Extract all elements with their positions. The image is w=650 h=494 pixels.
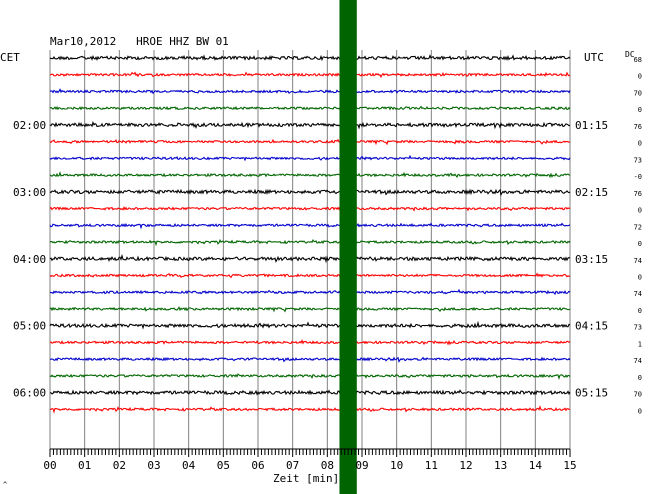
dc-offset-value: 73 — [634, 156, 642, 164]
dc-offset-value: 0 — [638, 307, 642, 315]
x-tick-label: 02 — [113, 459, 126, 472]
dc-offset-value: 72 — [634, 223, 642, 231]
left-hour-label: 06:00 — [13, 387, 46, 400]
trace-row-1 — [49, 54, 571, 62]
x-tick-label: 14 — [529, 459, 543, 472]
trace-row-20 — [49, 373, 571, 380]
trace-row-22 — [49, 405, 571, 414]
trace-row-8 — [49, 171, 571, 179]
trace-row-13 — [49, 253, 571, 264]
traces-layer — [49, 0, 571, 494]
labels-layer: 02:00 03:00 04:00 05:00 06:00 01:15 02:15 03:15… — [13, 56, 642, 415]
left-hour-label: 02:00 — [13, 119, 46, 132]
dc-offset-value: 0 — [638, 106, 642, 114]
right-hour-label: 05:15 — [575, 387, 608, 400]
x-tick-label: 13 — [494, 459, 507, 472]
right-hour-label: 01:15 — [575, 119, 608, 132]
right-hour-label: 03:15 — [575, 253, 608, 266]
corner-mark: ^ — [3, 481, 7, 489]
dc-offset-value: 0 — [638, 73, 642, 81]
x-tick-label: 03 — [147, 459, 160, 472]
right-hour-label: 04:15 — [575, 320, 608, 333]
dc-offset-value: 68 — [634, 56, 642, 64]
x-tick-label: 06 — [251, 459, 264, 472]
trace-row-6 — [49, 138, 571, 146]
right-hour-label: 02:15 — [575, 186, 608, 199]
x-tick-label: 10 — [390, 459, 403, 472]
highlight-band — [339, 0, 357, 494]
chart-title: Mar10,2012 HROE HHZ BW 01 — [50, 35, 229, 48]
dc-offset-value: 0 — [638, 240, 642, 248]
dc-offset-value: 70 — [634, 391, 642, 399]
x-tick-label: 11 — [425, 459, 438, 472]
grid-layer — [49, 50, 571, 449]
dc-offset-value: 74 — [634, 257, 642, 265]
left-timezone-label: CET — [0, 51, 20, 64]
dc-offset-value: 0 — [638, 140, 642, 148]
trace-row-14 — [49, 272, 571, 279]
trace-row-4 — [49, 105, 571, 111]
x-tick-label: 01 — [78, 459, 91, 472]
x-tick-label: 07 — [286, 459, 299, 472]
dc-offset-value: -0 — [634, 173, 642, 181]
x-tick-label: 09 — [355, 459, 368, 472]
trace-row-19 — [49, 356, 571, 363]
dc-offset-value: 76 — [634, 190, 642, 198]
x-tick-label: 15 — [563, 459, 576, 472]
trace-row-3 — [49, 88, 571, 95]
trace-row-7 — [49, 154, 571, 162]
trace-row-17 — [49, 320, 571, 330]
trace-row-16 — [49, 306, 571, 313]
dc-offset-value: 0 — [638, 374, 642, 382]
dc-offset-value: 73 — [634, 324, 642, 332]
trace-row-5 — [49, 120, 571, 130]
x-axis: 00 01 02 03 04 05 06 07 08 09 10 11 12 13 14 15 — [43, 448, 577, 472]
trace-row-2 — [50, 71, 571, 79]
dc-offset-value: 70 — [634, 89, 642, 97]
x-axis-label: Zeit [min] — [273, 472, 339, 485]
x-tick-label: 05 — [217, 459, 230, 472]
x-tick-label: 12 — [459, 459, 472, 472]
trace-row-12 — [49, 238, 571, 247]
trace-row-15 — [49, 288, 571, 296]
trace-row-18 — [49, 339, 571, 346]
x-tick-label: 00 — [43, 459, 56, 472]
left-hour-label: 05:00 — [13, 320, 46, 333]
trace-row-21 — [49, 389, 571, 396]
dc-offset-value: 74 — [634, 357, 642, 365]
dc-offset-value: 0 — [638, 407, 642, 415]
dc-label: DC — [625, 50, 635, 59]
left-hour-label: 03:00 — [13, 186, 46, 199]
dc-offset-value: 74 — [634, 290, 642, 298]
left-hour-label: 04:00 — [13, 253, 46, 266]
trace-row-11 — [49, 222, 571, 230]
dc-offset-value: 0 — [638, 207, 642, 215]
right-timezone-label: UTC — [584, 51, 604, 64]
dc-offset-value: 1 — [638, 340, 642, 348]
x-tick-label: 04 — [182, 459, 196, 472]
trace-row-10 — [49, 205, 571, 212]
dc-offset-value: 0 — [638, 273, 642, 281]
dc-offset-value: 76 — [634, 123, 642, 131]
x-tick-label: 08 — [321, 459, 334, 472]
trace-row-9 — [49, 188, 571, 197]
